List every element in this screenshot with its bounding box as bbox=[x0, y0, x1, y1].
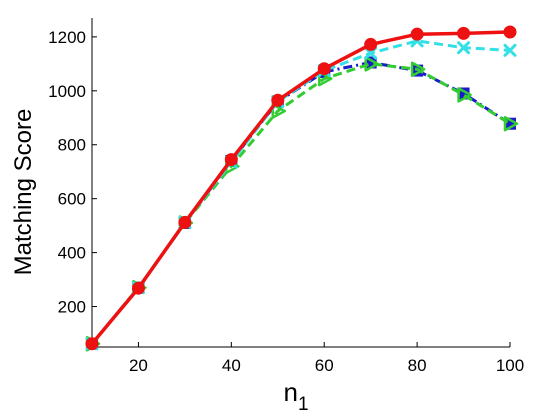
x-tick-label: 80 bbox=[408, 356, 427, 375]
y-tick-label: 800 bbox=[58, 136, 86, 155]
y-tick-label: 1000 bbox=[48, 82, 86, 101]
data-point bbox=[364, 56, 379, 72]
data-point bbox=[178, 215, 192, 229]
data-point bbox=[457, 87, 472, 103]
x-axis-label: n1 bbox=[283, 377, 308, 415]
y-tick-label: 1200 bbox=[48, 28, 86, 47]
data-point bbox=[457, 26, 471, 40]
x-tick-label: 60 bbox=[315, 356, 334, 375]
series-group bbox=[85, 25, 519, 352]
x-axis-label-subscript: 1 bbox=[298, 394, 309, 415]
data-point bbox=[271, 93, 285, 107]
data-point bbox=[457, 41, 471, 55]
data-point bbox=[503, 43, 517, 57]
data-point bbox=[503, 115, 519, 132]
x-tick-label: 40 bbox=[222, 356, 241, 375]
data-point bbox=[271, 103, 287, 119]
data-point bbox=[410, 27, 424, 41]
data-point bbox=[364, 37, 378, 51]
data-point bbox=[85, 337, 99, 351]
x-tick-label: 20 bbox=[129, 356, 148, 375]
y-tick-label: 200 bbox=[58, 298, 86, 317]
data-point bbox=[410, 61, 426, 77]
series-4 bbox=[85, 25, 517, 351]
series-line bbox=[90, 30, 511, 345]
data-point bbox=[503, 25, 517, 39]
y-tick-label: 400 bbox=[58, 244, 86, 263]
data-point bbox=[131, 281, 145, 295]
data-point bbox=[317, 62, 331, 76]
y-axis-label: Matching Score bbox=[10, 109, 37, 276]
data-point bbox=[224, 153, 238, 167]
axes: 20 40 60 80 100 200 400 600 800 1000 1200 bbox=[48, 18, 524, 375]
data-point bbox=[317, 70, 333, 87]
plot-area bbox=[92, 18, 510, 347]
x-tick-label: 100 bbox=[496, 356, 524, 375]
x-axis-label-base: n bbox=[283, 377, 297, 407]
y-tick-label: 600 bbox=[58, 190, 86, 209]
